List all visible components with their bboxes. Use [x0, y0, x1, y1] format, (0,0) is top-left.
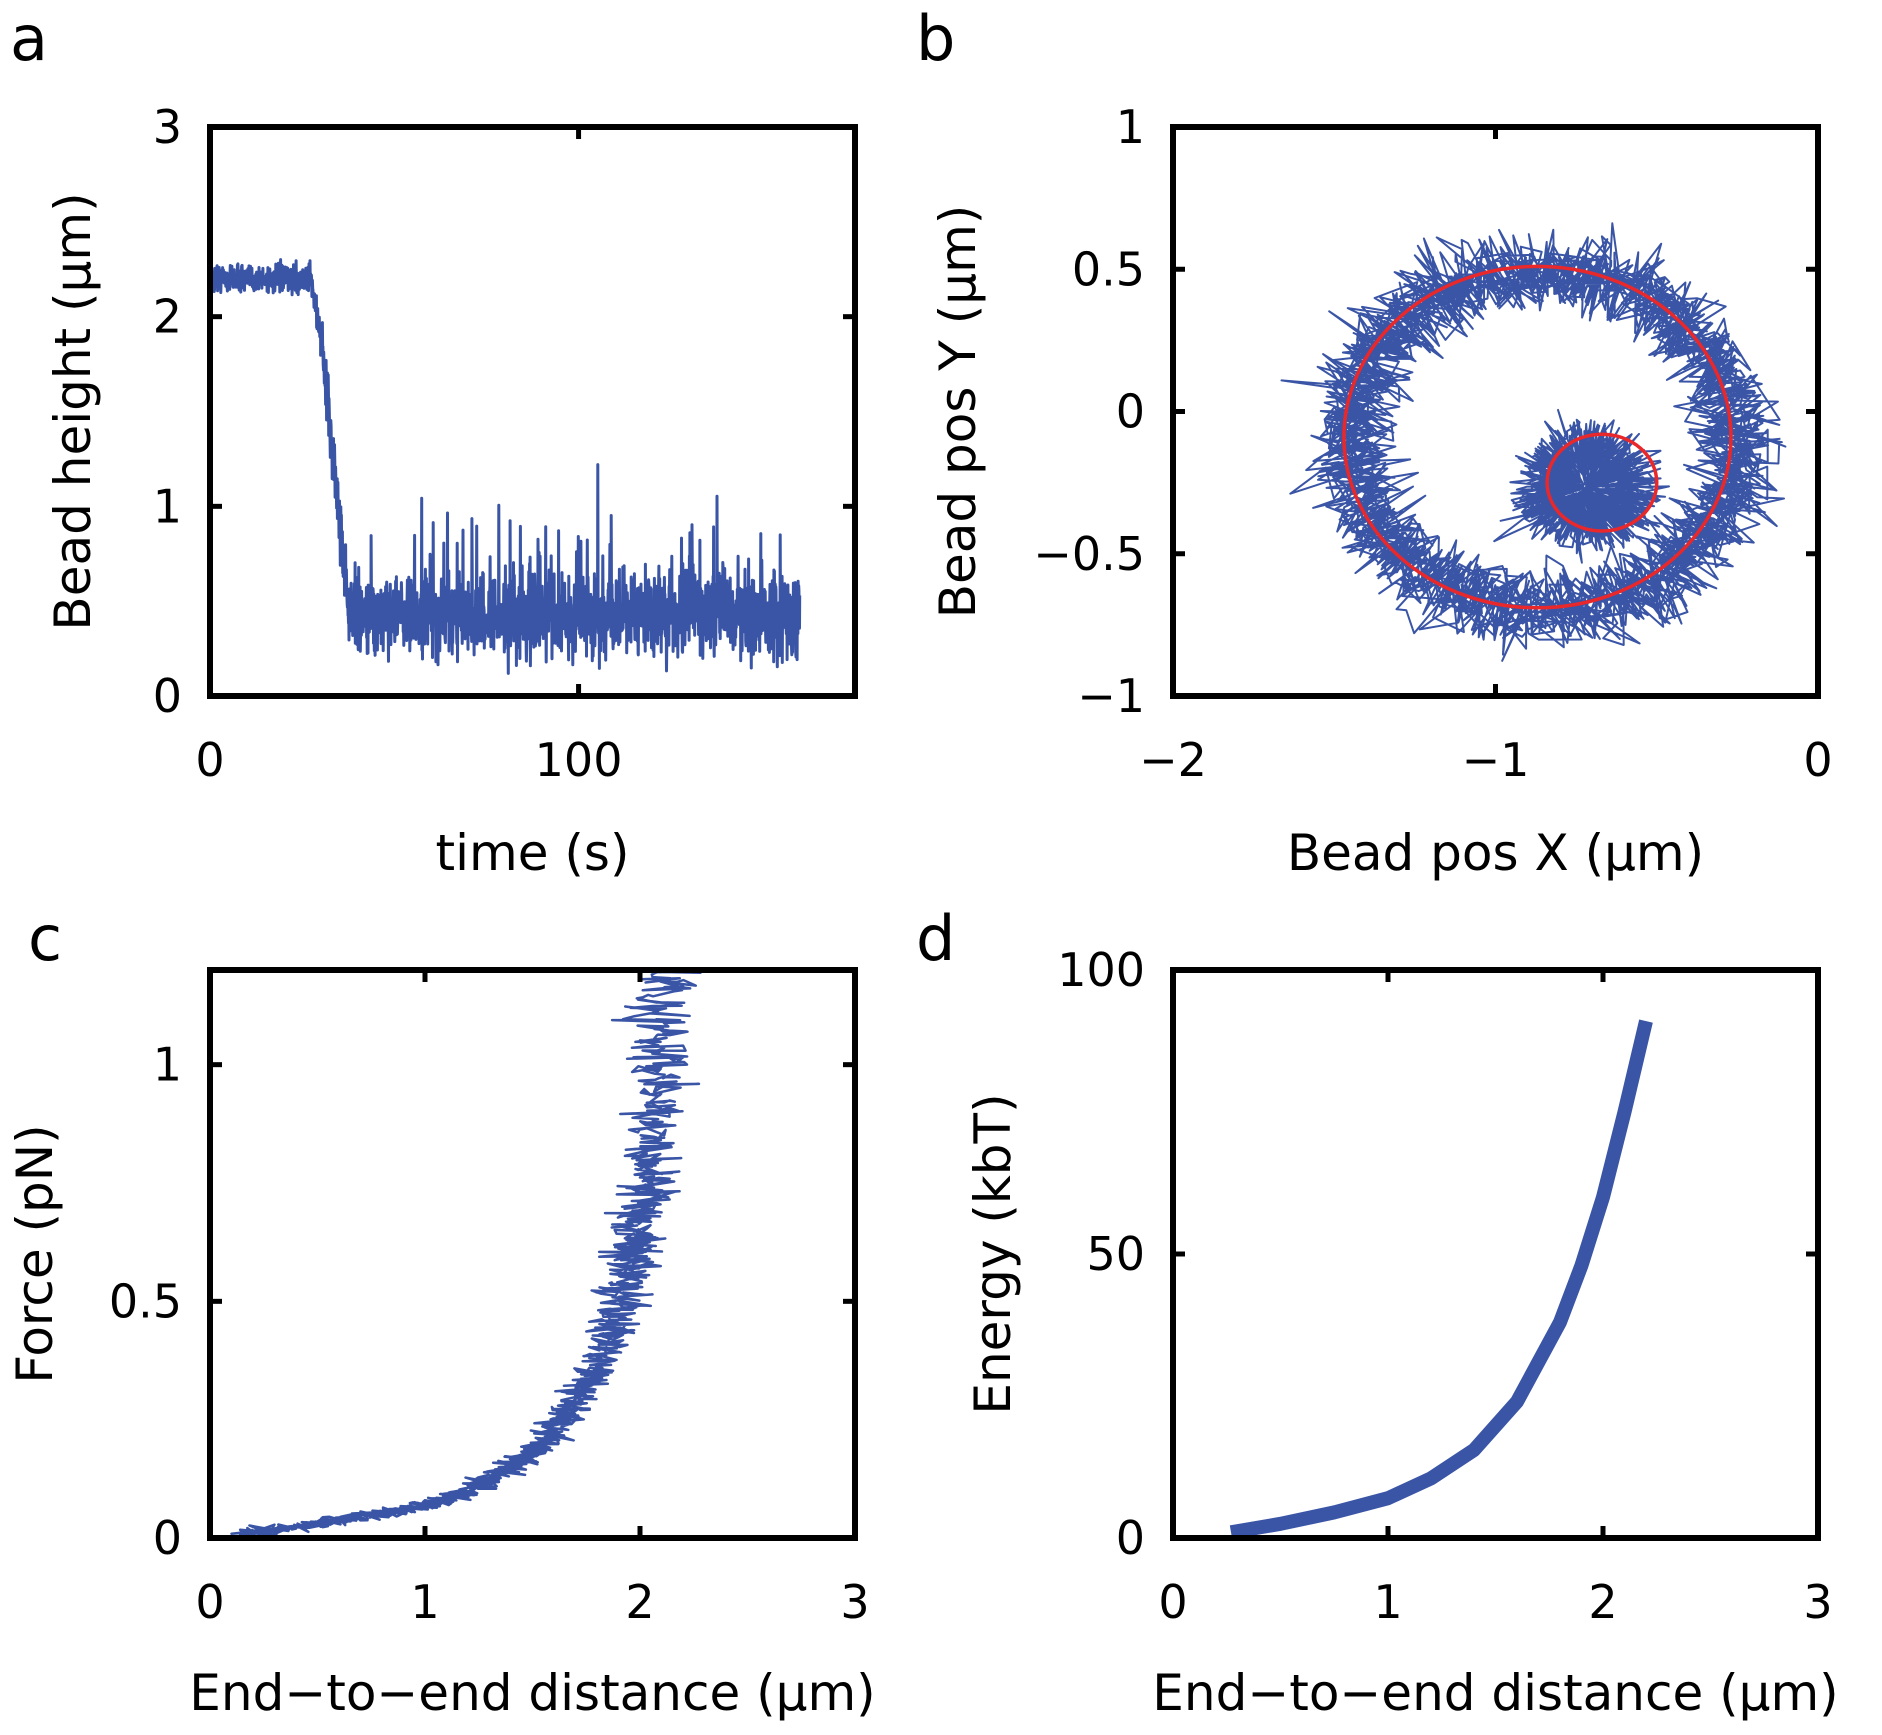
x-tick-label-d-0: 0: [1158, 1575, 1187, 1629]
x-tick-label-a-0: 0: [195, 733, 224, 787]
panel-label-d: d: [916, 902, 955, 975]
y-tick-label-d-1: 50: [1086, 1227, 1145, 1281]
x-axis-label-b: Bead pos X (µm): [1287, 824, 1704, 882]
y-tick-label-a-2: 2: [153, 290, 182, 344]
y-axis-label-b: Bead pos Y (µm): [929, 205, 987, 619]
axes-frame-a: [207, 124, 858, 699]
y-axis-label-a: Bead height (µm): [44, 192, 102, 630]
panel-d: d 0 1 2 3 0 50 100 End−to−end distance (µm) Energ…: [916, 902, 1839, 1722]
panel-a: a 0 100 0 1 2 3 time (s) Bead height (µm): [10, 2, 858, 882]
y-tick-label-b-3: 0.5: [1072, 242, 1145, 296]
x-axis-label-d: End−to−end distance (µm): [1152, 1664, 1838, 1722]
x-tick-label-b-1: −1: [1462, 733, 1530, 787]
x-tick-label-c-1: 1: [410, 1575, 439, 1629]
plot-area-a: [210, 258, 802, 675]
axes-frame-d: [1170, 967, 1821, 1541]
panel-label-b: b: [916, 2, 955, 75]
x-tick-label-d-3: 3: [1803, 1575, 1832, 1629]
y-tick-label-a-1: 1: [153, 479, 182, 533]
y-tick-label-b-1: −0.5: [1033, 527, 1145, 581]
x-tick-label-c-3: 3: [840, 1575, 869, 1629]
y-tick-label-b-0: −1: [1077, 669, 1145, 723]
series-b-3: [1545, 432, 1659, 533]
panel-label-c: c: [28, 902, 62, 975]
y-tick-label-c-0: 0: [153, 1511, 182, 1565]
series-c-0: [230, 970, 702, 1537]
y-axis-label-d: Energy (kbT): [964, 1093, 1022, 1414]
x-tick-label-d-1: 1: [1373, 1575, 1402, 1629]
y-tick-label-b-2: 0: [1116, 385, 1145, 439]
y-axis-label-c: Force (pN): [6, 1124, 64, 1383]
y-tick-label-d-2: 100: [1057, 943, 1145, 997]
y-tick-label-c-2: 1: [153, 1038, 182, 1092]
y-tick-label-a-0: 0: [153, 669, 182, 723]
series-b-0: [1280, 222, 1787, 662]
axes-frame-c: [207, 967, 858, 1541]
panel-c: c 0 1 2 3 0 0.5 1 End−to−end distance (µm) Force …: [6, 902, 876, 1722]
series-b-2: [1342, 264, 1733, 610]
x-tick-label-d-2: 2: [1588, 1575, 1617, 1629]
x-tick-label-b-2: 0: [1803, 733, 1832, 787]
plot-area-b: [1280, 222, 1787, 662]
x-tick-label-a-1: 100: [535, 733, 623, 787]
x-axis-label-c: End−to−end distance (µm): [189, 1664, 875, 1722]
x-tick-label-b-0: −2: [1139, 733, 1207, 787]
x-tick-label-c-2: 2: [625, 1575, 654, 1629]
series-a-0: [210, 258, 802, 675]
series-d-0: [1229, 1019, 1653, 1538]
y-tick-label-c-1: 0.5: [109, 1274, 182, 1328]
x-axis-label-a: time (s): [436, 824, 630, 882]
y-tick-label-a-3: 3: [153, 100, 182, 154]
panel-b: b −2 −1 0 −1 −0.5 0 0.5 1 Bead pos X (µm) Bead pos…: [916, 2, 1833, 882]
panel-label-a: a: [10, 2, 48, 75]
series-b-1: [1493, 408, 1670, 564]
plot-area-d: [1229, 1019, 1653, 1538]
y-tick-label-b-4: 1: [1116, 100, 1145, 154]
y-tick-label-d-0: 0: [1116, 1511, 1145, 1565]
x-tick-label-c-0: 0: [195, 1575, 224, 1629]
plot-area-c: [230, 970, 702, 1537]
